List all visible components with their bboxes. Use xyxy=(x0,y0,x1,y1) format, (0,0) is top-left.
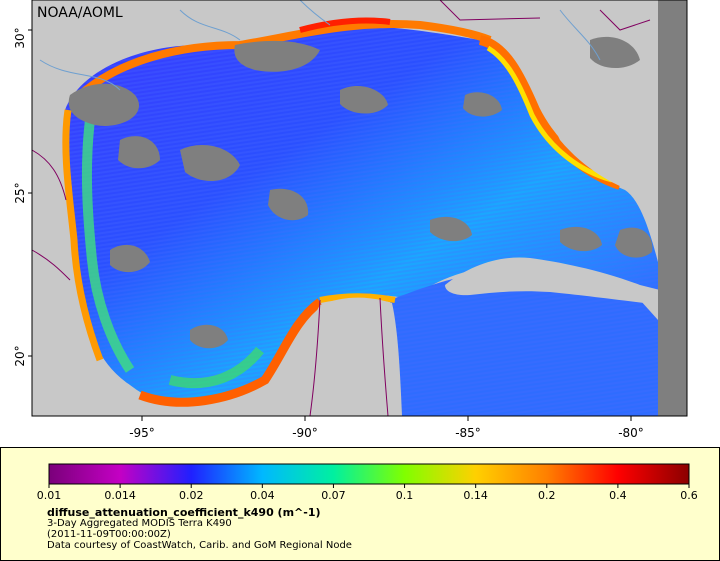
colorbar-tick-label: 0.02 xyxy=(179,489,204,502)
colorbar-tick-label: 0.4 xyxy=(609,489,627,502)
map-axis-frame xyxy=(31,0,688,417)
map-frame: NOAA/AOML 30° 25° 20° -95° -90° -85° -80… xyxy=(13,0,688,440)
legend-date: (2011-11-09T00:00:00Z) xyxy=(47,529,171,540)
lat-tick-20: 20° xyxy=(13,345,27,366)
colorbar-tick-label: 0.04 xyxy=(250,489,275,502)
colorbar-tick-label: 0.6 xyxy=(680,489,698,502)
lon-tick-95: -95° xyxy=(129,426,155,440)
lon-tick-90: -90° xyxy=(292,426,318,440)
lat-tick-25: 25° xyxy=(13,182,27,203)
cloud-patches xyxy=(68,0,687,416)
cuba xyxy=(445,257,660,305)
lat-axis: 30° 25° 20° xyxy=(13,27,32,367)
gulf-water-texture xyxy=(64,25,660,407)
colorbar-gradient xyxy=(49,464,689,484)
colorbar-tick-label: 0.14 xyxy=(463,489,488,502)
colorbar-segments xyxy=(49,464,689,484)
coastal-band-campeche xyxy=(138,298,323,407)
colorbar-tick-label: 0.1 xyxy=(396,489,414,502)
lon-axis: -95° -90° -85° -80° xyxy=(129,416,644,440)
coastal-band-yucatan xyxy=(319,293,396,303)
legend-product: 3-Day Aggregated MODIS Terra K490 xyxy=(47,518,232,529)
colorbar-tick-label: 0.014 xyxy=(104,489,136,502)
coastal-band-louisiana xyxy=(299,17,391,33)
colorbar-tick-label: 0.07 xyxy=(321,489,346,502)
legend-panel: 0.01 0.014 0.02 0.04 0.07 0.1 0.14 0.2 0.4 0.6 di… xyxy=(0,447,720,561)
lat-tick-30: 30° xyxy=(13,27,27,48)
shelf-green-band xyxy=(81,119,135,373)
lon-tick-80: -80° xyxy=(618,426,644,440)
political-borders xyxy=(31,0,651,417)
caribbean-water-texture xyxy=(390,270,658,416)
legend-title: diffuse_attenuation_coefficient_k490 (m^… xyxy=(47,506,321,519)
coastal-band-north xyxy=(77,20,492,99)
colorbar-labels: 0.01 0.014 0.02 0.04 0.07 0.1 0.14 0.2 0.4 0.6 xyxy=(37,484,698,502)
colorbar-tick-label: 0.2 xyxy=(538,489,556,502)
rivers xyxy=(39,0,601,91)
coastal-band-texas xyxy=(62,109,104,362)
colorbar-tick-label: 0.01 xyxy=(37,489,62,502)
coastal-band-florida-inner xyxy=(486,45,613,183)
map-watermark: NOAA/AOML xyxy=(37,5,123,21)
lon-tick-85: -85° xyxy=(455,426,481,440)
colorbar: 0.01 0.014 0.02 0.04 0.07 0.1 0.14 0.2 0.4 0.6 xyxy=(37,463,698,502)
map-image: NOAA/AOML 30° 25° 20° -95° -90° -85° -80… xyxy=(13,0,688,440)
colorbar-frame xyxy=(48,463,690,485)
legend-credit: Data courtesy of CoastWatch, Carib. and … xyxy=(47,540,352,551)
yucatan-peninsula xyxy=(295,297,402,416)
shelf-green-band-south xyxy=(168,346,264,389)
